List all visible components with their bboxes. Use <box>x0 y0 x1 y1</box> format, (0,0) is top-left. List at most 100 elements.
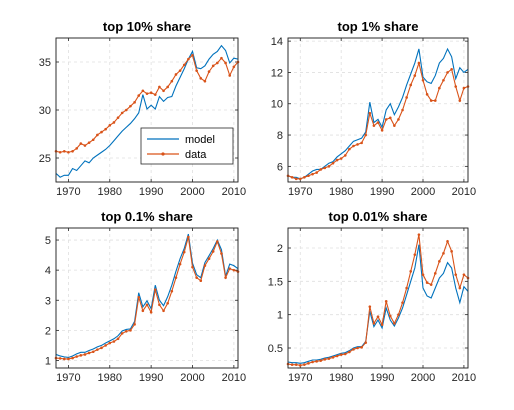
y-tick-label: 2 <box>45 325 51 337</box>
data-point <box>335 158 339 162</box>
data-point <box>104 344 107 347</box>
data-point <box>364 341 368 344</box>
data-point <box>417 233 421 236</box>
x-tick-label: 2010 <box>452 372 476 384</box>
data-point <box>166 301 169 305</box>
data-point <box>348 350 351 354</box>
data-point <box>409 270 413 273</box>
data-point <box>327 357 331 360</box>
data-point <box>91 350 95 354</box>
data-point <box>290 176 294 179</box>
data-point <box>158 303 161 307</box>
x-tick-label: 2010 <box>222 372 246 384</box>
data-point <box>429 283 433 286</box>
data-point <box>228 74 232 77</box>
y-tick-label: 10 <box>271 99 283 111</box>
data-point <box>203 79 207 83</box>
data-point <box>91 138 95 142</box>
x-tick-label: 1980 <box>329 372 353 384</box>
data-point <box>178 262 182 266</box>
data-point <box>368 111 372 115</box>
data-point <box>450 68 453 71</box>
y-tick-label: 1.5 <box>268 276 283 288</box>
data-point <box>145 92 149 95</box>
data-point <box>438 86 441 90</box>
data-point <box>112 340 116 343</box>
y-tick-label: 3 <box>45 295 51 307</box>
legend-label-model: model <box>185 134 215 146</box>
data-point <box>307 174 310 178</box>
data-point <box>133 323 136 326</box>
data-point <box>220 56 223 60</box>
plot-area <box>55 227 239 369</box>
data-point <box>87 141 91 144</box>
data-point <box>182 63 186 67</box>
data-point <box>393 322 396 325</box>
data-point <box>307 362 310 365</box>
data-point <box>178 69 182 72</box>
data-point <box>417 61 421 65</box>
data-point <box>166 85 169 89</box>
panel-2: 1970 1980 1990 2000 2010 6 8 10 12 14 top 1% share <box>271 19 476 198</box>
data-point <box>442 78 445 82</box>
data-point <box>413 74 417 77</box>
data-point <box>356 143 359 146</box>
data-point <box>360 141 363 145</box>
data-point <box>224 276 227 279</box>
data-point <box>195 276 198 279</box>
legend: model data <box>140 127 234 165</box>
data-point <box>120 111 124 115</box>
data-point <box>368 305 372 308</box>
data-point <box>405 96 408 99</box>
data-point <box>153 93 157 96</box>
x-tick-label: 1980 <box>98 186 122 198</box>
data-point <box>364 133 368 137</box>
chart-title: top 0.1% share <box>101 209 193 224</box>
data-point <box>421 78 425 82</box>
data-point <box>211 250 215 253</box>
data-point <box>116 337 120 341</box>
data-point <box>228 267 232 270</box>
data-point <box>71 149 74 153</box>
data-point <box>298 177 302 181</box>
data-point <box>294 363 298 366</box>
data-point <box>393 124 396 127</box>
data-point <box>311 360 314 364</box>
data-point <box>129 104 132 108</box>
data-point <box>446 71 449 74</box>
x-tick-label: 1990 <box>139 186 163 198</box>
data-point <box>100 346 103 350</box>
axes-frame <box>287 37 469 183</box>
data-point <box>458 286 462 290</box>
data-point <box>149 91 153 95</box>
panel-4: 1970 1980 1990 2000 2010 0.5 1 1.5 2 top 0.01% sh… <box>268 209 476 384</box>
data-point <box>170 289 174 293</box>
data-point <box>108 124 112 127</box>
data-point <box>384 300 388 303</box>
data-point <box>409 83 413 87</box>
chart-title: top 0.01% share <box>329 209 428 224</box>
data-point <box>339 353 343 356</box>
data-point <box>116 116 120 119</box>
data-point <box>75 355 78 358</box>
data-point <box>401 301 404 304</box>
data-point <box>335 354 339 358</box>
data-point <box>67 357 70 361</box>
data-point <box>462 273 466 276</box>
data-point <box>376 121 380 124</box>
data-point <box>108 341 112 345</box>
data-point <box>220 252 223 255</box>
x-tick-label: 1980 <box>98 372 122 384</box>
x-tick-label: 2010 <box>452 186 476 198</box>
data-point <box>96 133 99 137</box>
data-point <box>162 89 165 93</box>
series-line-model <box>55 233 239 359</box>
data-point <box>133 101 136 104</box>
panel-3: 1970 1980 1990 2000 2010 1 2 3 4 5 top 0.1% share <box>45 209 246 384</box>
data-point <box>315 360 318 363</box>
x-tick-label: 1990 <box>139 372 163 384</box>
data-point <box>331 356 335 359</box>
data-point <box>348 147 351 151</box>
x-tick-label: 2000 <box>411 186 435 198</box>
x-tick-label: 1970 <box>288 372 312 384</box>
